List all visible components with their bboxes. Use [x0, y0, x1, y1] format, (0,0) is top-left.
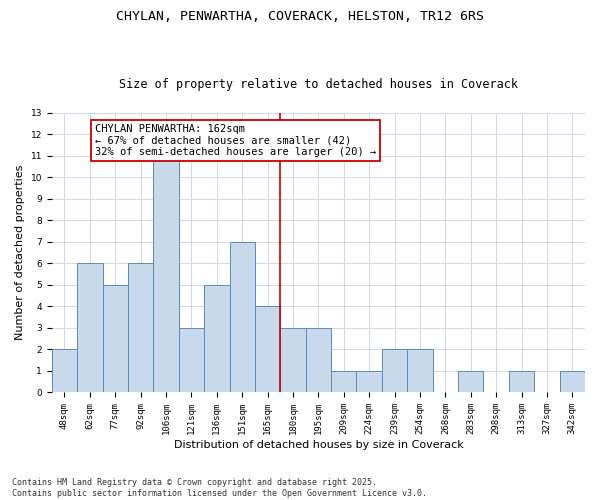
- Bar: [154, 156, 179, 392]
- Bar: [52, 350, 77, 393]
- Bar: [382, 350, 407, 393]
- Title: Size of property relative to detached houses in Coverack: Size of property relative to detached ho…: [119, 78, 518, 91]
- Bar: [509, 371, 534, 392]
- Text: CHYLAN, PENWARTHA, COVERACK, HELSTON, TR12 6RS: CHYLAN, PENWARTHA, COVERACK, HELSTON, TR…: [116, 10, 484, 23]
- Bar: [305, 328, 331, 392]
- Bar: [458, 371, 484, 392]
- Text: CHYLAN PENWARTHA: 162sqm
← 67% of detached houses are smaller (42)
32% of semi-d: CHYLAN PENWARTHA: 162sqm ← 67% of detach…: [95, 124, 376, 157]
- Y-axis label: Number of detached properties: Number of detached properties: [15, 165, 25, 340]
- Bar: [407, 350, 433, 393]
- Bar: [356, 371, 382, 392]
- Bar: [179, 328, 204, 392]
- Bar: [230, 242, 255, 392]
- Bar: [280, 328, 305, 392]
- Bar: [77, 264, 103, 392]
- Bar: [103, 285, 128, 393]
- Bar: [128, 264, 154, 392]
- Bar: [331, 371, 356, 392]
- Bar: [255, 306, 280, 392]
- Bar: [204, 285, 230, 393]
- Bar: [560, 371, 585, 392]
- Text: Contains HM Land Registry data © Crown copyright and database right 2025.
Contai: Contains HM Land Registry data © Crown c…: [12, 478, 427, 498]
- X-axis label: Distribution of detached houses by size in Coverack: Distribution of detached houses by size …: [173, 440, 463, 450]
